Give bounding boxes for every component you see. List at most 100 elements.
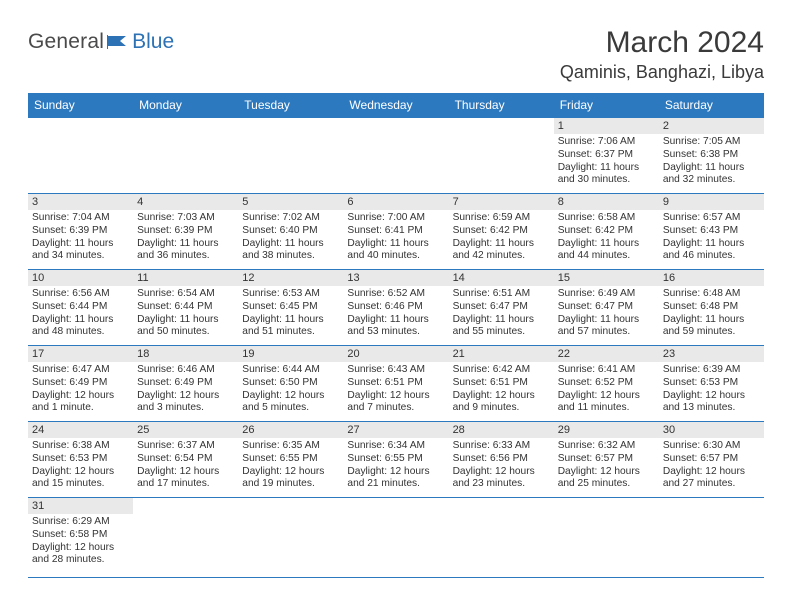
calendar-cell: [343, 118, 448, 194]
day-data: Sunrise: 6:29 AMSunset: 6:58 PMDaylight:…: [28, 514, 133, 570]
day-data: Sunrise: 7:06 AMSunset: 6:37 PMDaylight:…: [554, 134, 659, 190]
day-data: Sunrise: 6:46 AMSunset: 6:49 PMDaylight:…: [133, 362, 238, 418]
calendar-week: 10Sunrise: 6:56 AMSunset: 6:44 PMDayligh…: [28, 270, 764, 346]
day-data: Sunrise: 6:34 AMSunset: 6:55 PMDaylight:…: [343, 438, 448, 494]
calendar-cell: 2Sunrise: 7:05 AMSunset: 6:38 PMDaylight…: [659, 118, 764, 194]
day-number: 1: [554, 118, 659, 134]
day-number: 2: [659, 118, 764, 134]
day-number: 17: [28, 346, 133, 362]
calendar-cell: 19Sunrise: 6:44 AMSunset: 6:50 PMDayligh…: [238, 346, 343, 422]
day-number: 20: [343, 346, 448, 362]
day-data: Sunrise: 6:39 AMSunset: 6:53 PMDaylight:…: [659, 362, 764, 418]
weekday-header: Monday: [133, 93, 238, 118]
day-data: Sunrise: 6:44 AMSunset: 6:50 PMDaylight:…: [238, 362, 343, 418]
calendar-cell: 15Sunrise: 6:49 AMSunset: 6:47 PMDayligh…: [554, 270, 659, 346]
logo-text-2: Blue: [132, 30, 174, 54]
day-data: Sunrise: 6:38 AMSunset: 6:53 PMDaylight:…: [28, 438, 133, 494]
calendar-cell: [449, 118, 554, 194]
day-number: 14: [449, 270, 554, 286]
day-number: 15: [554, 270, 659, 286]
location: Qaminis, Banghazi, Libya: [560, 62, 764, 83]
calendar-cell: 30Sunrise: 6:30 AMSunset: 6:57 PMDayligh…: [659, 422, 764, 498]
calendar-cell: [133, 118, 238, 194]
day-number: 11: [133, 270, 238, 286]
day-data: Sunrise: 6:47 AMSunset: 6:49 PMDaylight:…: [28, 362, 133, 418]
day-number: 21: [449, 346, 554, 362]
calendar-cell: 1Sunrise: 7:06 AMSunset: 6:37 PMDaylight…: [554, 118, 659, 194]
day-number: 28: [449, 422, 554, 438]
calendar-table: SundayMondayTuesdayWednesdayThursdayFrid…: [28, 93, 764, 578]
calendar-cell: 18Sunrise: 6:46 AMSunset: 6:49 PMDayligh…: [133, 346, 238, 422]
day-number: 12: [238, 270, 343, 286]
weekday-header: Wednesday: [343, 93, 448, 118]
calendar-cell: [133, 498, 238, 578]
calendar-cell: 9Sunrise: 6:57 AMSunset: 6:43 PMDaylight…: [659, 194, 764, 270]
day-number: 9: [659, 194, 764, 210]
day-number: 31: [28, 498, 133, 514]
header: General Blue March 2024 Qaminis, Banghaz…: [28, 26, 764, 83]
day-data: Sunrise: 6:33 AMSunset: 6:56 PMDaylight:…: [449, 438, 554, 494]
day-number: 27: [343, 422, 448, 438]
weekday-header-row: SundayMondayTuesdayWednesdayThursdayFrid…: [28, 93, 764, 118]
weekday-header: Thursday: [449, 93, 554, 118]
calendar-cell: 22Sunrise: 6:41 AMSunset: 6:52 PMDayligh…: [554, 346, 659, 422]
day-data: Sunrise: 6:42 AMSunset: 6:51 PMDaylight:…: [449, 362, 554, 418]
calendar-week: 1Sunrise: 7:06 AMSunset: 6:37 PMDaylight…: [28, 118, 764, 194]
calendar-cell: 7Sunrise: 6:59 AMSunset: 6:42 PMDaylight…: [449, 194, 554, 270]
day-data: Sunrise: 6:56 AMSunset: 6:44 PMDaylight:…: [28, 286, 133, 342]
calendar-cell: 5Sunrise: 7:02 AMSunset: 6:40 PMDaylight…: [238, 194, 343, 270]
month-title: March 2024: [560, 26, 764, 60]
calendar-cell: 27Sunrise: 6:34 AMSunset: 6:55 PMDayligh…: [343, 422, 448, 498]
day-data: Sunrise: 6:43 AMSunset: 6:51 PMDaylight:…: [343, 362, 448, 418]
day-data: Sunrise: 7:04 AMSunset: 6:39 PMDaylight:…: [28, 210, 133, 266]
calendar-week: 31Sunrise: 6:29 AMSunset: 6:58 PMDayligh…: [28, 498, 764, 578]
day-number: 3: [28, 194, 133, 210]
day-number: 24: [28, 422, 133, 438]
day-number: 22: [554, 346, 659, 362]
calendar-cell: [449, 498, 554, 578]
calendar-cell: 25Sunrise: 6:37 AMSunset: 6:54 PMDayligh…: [133, 422, 238, 498]
day-data: Sunrise: 6:53 AMSunset: 6:45 PMDaylight:…: [238, 286, 343, 342]
calendar-cell: 10Sunrise: 6:56 AMSunset: 6:44 PMDayligh…: [28, 270, 133, 346]
day-number: 6: [343, 194, 448, 210]
flag-icon: [106, 33, 130, 51]
day-data: Sunrise: 7:02 AMSunset: 6:40 PMDaylight:…: [238, 210, 343, 266]
calendar-cell: [238, 498, 343, 578]
day-number: 19: [238, 346, 343, 362]
calendar-cell: 3Sunrise: 7:04 AMSunset: 6:39 PMDaylight…: [28, 194, 133, 270]
day-number: 30: [659, 422, 764, 438]
day-number: 7: [449, 194, 554, 210]
day-data: Sunrise: 6:59 AMSunset: 6:42 PMDaylight:…: [449, 210, 554, 266]
day-number: 18: [133, 346, 238, 362]
calendar-cell: [659, 498, 764, 578]
calendar-week: 24Sunrise: 6:38 AMSunset: 6:53 PMDayligh…: [28, 422, 764, 498]
calendar-cell: 11Sunrise: 6:54 AMSunset: 6:44 PMDayligh…: [133, 270, 238, 346]
logo: General Blue: [28, 26, 174, 54]
day-data: Sunrise: 7:00 AMSunset: 6:41 PMDaylight:…: [343, 210, 448, 266]
calendar-cell: [28, 118, 133, 194]
calendar-cell: 6Sunrise: 7:00 AMSunset: 6:41 PMDaylight…: [343, 194, 448, 270]
calendar-week: 17Sunrise: 6:47 AMSunset: 6:49 PMDayligh…: [28, 346, 764, 422]
day-number: 13: [343, 270, 448, 286]
day-number: 16: [659, 270, 764, 286]
day-data: Sunrise: 6:51 AMSunset: 6:47 PMDaylight:…: [449, 286, 554, 342]
day-data: Sunrise: 6:57 AMSunset: 6:43 PMDaylight:…: [659, 210, 764, 266]
calendar-cell: 28Sunrise: 6:33 AMSunset: 6:56 PMDayligh…: [449, 422, 554, 498]
calendar-cell: 21Sunrise: 6:42 AMSunset: 6:51 PMDayligh…: [449, 346, 554, 422]
day-data: Sunrise: 6:48 AMSunset: 6:48 PMDaylight:…: [659, 286, 764, 342]
weekday-header: Friday: [554, 93, 659, 118]
day-data: Sunrise: 7:03 AMSunset: 6:39 PMDaylight:…: [133, 210, 238, 266]
calendar-cell: 23Sunrise: 6:39 AMSunset: 6:53 PMDayligh…: [659, 346, 764, 422]
weekday-header: Sunday: [28, 93, 133, 118]
calendar-cell: 8Sunrise: 6:58 AMSunset: 6:42 PMDaylight…: [554, 194, 659, 270]
day-data: Sunrise: 6:32 AMSunset: 6:57 PMDaylight:…: [554, 438, 659, 494]
day-data: Sunrise: 6:54 AMSunset: 6:44 PMDaylight:…: [133, 286, 238, 342]
day-number: 26: [238, 422, 343, 438]
title-block: March 2024 Qaminis, Banghazi, Libya: [560, 26, 764, 83]
day-number: 4: [133, 194, 238, 210]
day-number: 29: [554, 422, 659, 438]
calendar-cell: 4Sunrise: 7:03 AMSunset: 6:39 PMDaylight…: [133, 194, 238, 270]
calendar-cell: [343, 498, 448, 578]
calendar-week: 3Sunrise: 7:04 AMSunset: 6:39 PMDaylight…: [28, 194, 764, 270]
day-data: Sunrise: 6:58 AMSunset: 6:42 PMDaylight:…: [554, 210, 659, 266]
